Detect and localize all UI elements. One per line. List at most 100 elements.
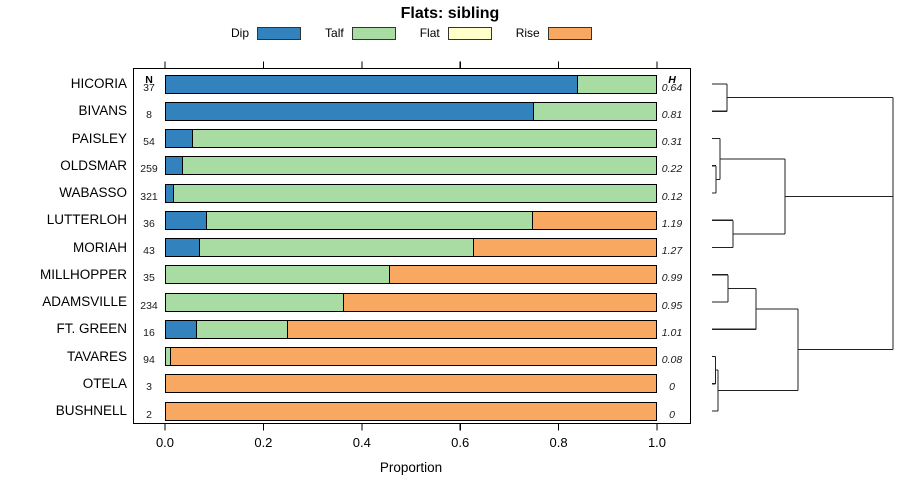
- bar-segment-talf: [577, 75, 656, 93]
- n-value: 37: [143, 81, 155, 94]
- bar-row: [165, 156, 657, 176]
- bar-segment-talf: [533, 102, 656, 120]
- category-label: ADAMSVILLE: [42, 294, 127, 309]
- n-value: 35: [143, 272, 155, 285]
- x-tick-label: 0.0: [155, 435, 175, 450]
- h-column-header: H: [668, 73, 676, 86]
- h-value: 0.99: [661, 272, 683, 285]
- n-value: 43: [143, 245, 155, 257]
- h-value: 0.81: [661, 108, 683, 121]
- bar-segment-dip: [166, 102, 534, 120]
- n-value: 234: [140, 299, 158, 312]
- h-value: 1.19: [661, 217, 683, 230]
- category-label: FT. GREEN: [56, 321, 127, 337]
- h-value: 0.31: [661, 136, 683, 148]
- bar-row: [165, 374, 657, 394]
- bar-segment-talf: [166, 348, 172, 365]
- bar-row: [165, 183, 657, 203]
- legend-swatch: [547, 26, 592, 40]
- bar-segment-talf: [173, 184, 656, 202]
- x-tick-label: 0.6: [451, 435, 470, 450]
- legend-item: Flat: [420, 26, 492, 40]
- n-value: 321: [140, 190, 158, 203]
- bar-segment-dip: [166, 239, 201, 256]
- legend-label: Rise: [515, 26, 540, 40]
- h-value: 0: [669, 381, 675, 394]
- h-value: 1.27: [661, 245, 683, 257]
- bar-segment-talf: [183, 157, 656, 175]
- bar-segment-rise: [533, 211, 656, 229]
- legend: Dip Talf Flat Rise: [231, 26, 616, 40]
- h-value: 0.08: [661, 354, 683, 366]
- legend-label: Talf: [325, 26, 344, 40]
- bar-segment-dip: [166, 184, 174, 202]
- n-value: 54: [143, 136, 155, 148]
- plot-area-border: [133, 68, 691, 424]
- h-value: 0: [669, 408, 675, 421]
- category-label: LUTTERLOH: [46, 212, 127, 228]
- n-value: 259: [140, 163, 158, 176]
- category-label: MILLHOPPER: [39, 266, 127, 282]
- bar-row: [165, 238, 657, 257]
- n-value: 8: [146, 108, 152, 121]
- bar-segment-dip: [166, 157, 184, 175]
- bar-row: [165, 101, 657, 121]
- bar-segment-rise: [171, 348, 656, 365]
- bar-row: [165, 74, 657, 94]
- bar-row: [165, 319, 657, 339]
- x-tick-label: 0.4: [352, 435, 371, 450]
- bar-segment-dip: [166, 320, 197, 338]
- dendrogram: [712, 83, 894, 412]
- x-tick-label: 0.8: [549, 435, 568, 450]
- legend-item: Talf: [325, 26, 396, 40]
- category-label: OTELA: [82, 375, 127, 391]
- bar-segment-talf: [193, 130, 656, 147]
- bar-segment-rise: [343, 293, 656, 311]
- n-value: 16: [143, 326, 155, 339]
- category-label: MORIAH: [73, 239, 127, 255]
- chart-title: Flats: sibling: [400, 5, 500, 22]
- x-tick-label: 0.2: [254, 435, 273, 450]
- category-label: BUSHNELL: [55, 403, 127, 418]
- n-value: 36: [143, 217, 155, 230]
- legend-label: Flat: [419, 26, 440, 40]
- x-tick-label: 1.0: [647, 435, 667, 450]
- bar-row: [165, 129, 657, 148]
- legend-item: Rise: [516, 26, 592, 40]
- bar-segment-talf: [166, 293, 344, 311]
- bar-row: [165, 265, 657, 285]
- bar-segment-rise: [166, 375, 656, 393]
- bar-row: [165, 210, 657, 230]
- bar-segment-talf: [206, 211, 534, 229]
- legend-item: Dip: [231, 26, 302, 40]
- category-label: TAVARES: [66, 348, 127, 364]
- legend-swatch: [351, 26, 396, 40]
- bar-segment-rise: [288, 320, 656, 338]
- bar-segment-talf: [200, 239, 474, 256]
- h-value: 0.22: [661, 163, 683, 176]
- n-value: 94: [143, 354, 155, 366]
- h-value: 0.64: [661, 81, 683, 94]
- bar-segment-dip: [166, 130, 194, 147]
- bar-segment-talf: [196, 320, 289, 338]
- bar-row: [165, 401, 657, 421]
- category-label: WABASSO: [59, 185, 127, 200]
- category-label: PAISLEY: [71, 130, 127, 146]
- n-column-header: N: [145, 73, 153, 86]
- bar-segment-rise: [166, 402, 656, 420]
- bar-segment-rise: [473, 239, 656, 256]
- category-label: HICORIA: [70, 76, 127, 91]
- n-value: 3: [146, 381, 152, 394]
- h-value: 0.95: [661, 299, 683, 312]
- bar-segment-dip: [166, 75, 578, 93]
- h-value: 1.01: [661, 326, 683, 339]
- legend-swatch: [447, 26, 492, 40]
- category-label: OLDSMAR: [60, 157, 127, 173]
- category-label: BIVANS: [78, 103, 127, 119]
- legend-swatch: [257, 26, 302, 40]
- bar-segment-rise: [389, 266, 656, 284]
- n-value: 2: [146, 408, 152, 421]
- x-axis-title: Proportion: [379, 460, 443, 475]
- bar-segment-talf: [166, 266, 390, 284]
